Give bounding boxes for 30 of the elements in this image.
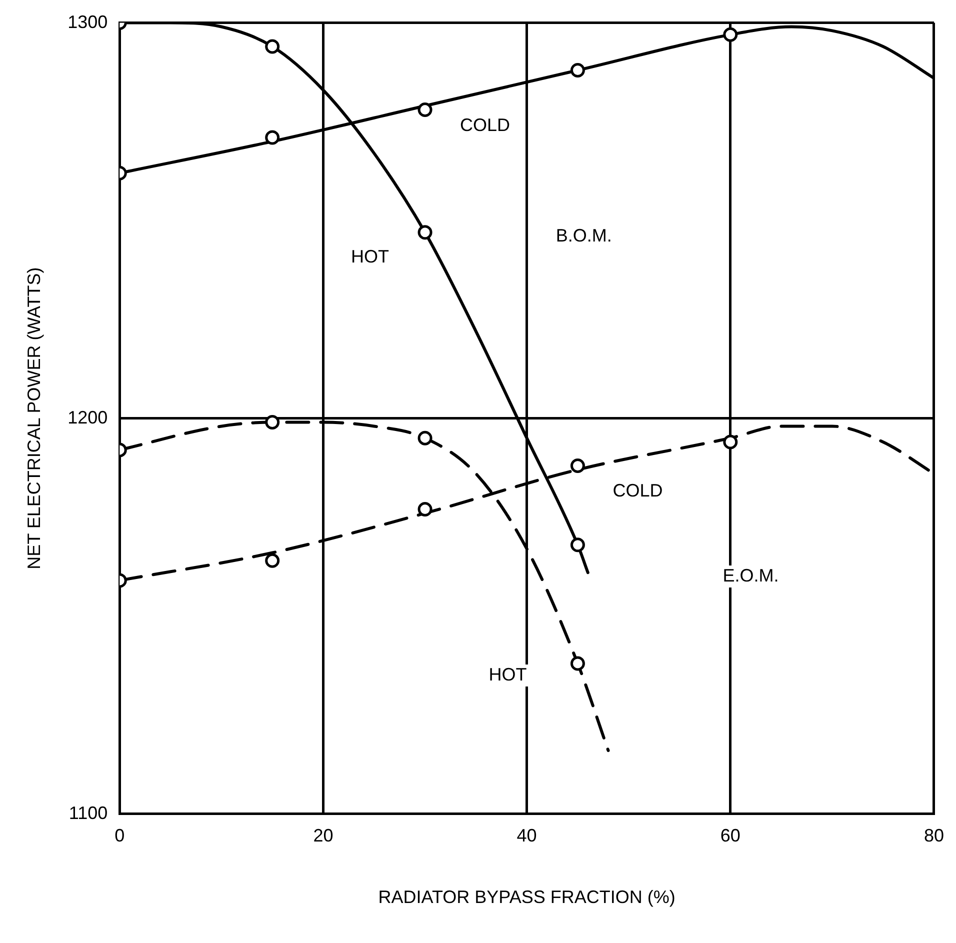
x-axis-title: RADIATOR BYPASS FRACTION (%): [378, 887, 676, 908]
x-tick-label: 20: [313, 826, 334, 846]
x-tick-label: 60: [720, 826, 740, 846]
point: [418, 225, 432, 240]
point: [418, 102, 432, 118]
point: [570, 656, 585, 671]
x-tick-label: 0: [114, 826, 125, 846]
y-tick-label: 1100: [68, 802, 108, 823]
point: [570, 458, 585, 474]
annotation: E.O.M.: [722, 565, 779, 586]
point: [570, 63, 585, 78]
annotation: B.O.M.: [556, 225, 612, 246]
point: [418, 502, 432, 517]
point: [265, 553, 280, 568]
y-tick-label: 1200: [68, 407, 108, 428]
series-label: COLD: [460, 114, 510, 135]
point: [723, 27, 738, 42]
y-tick-label: 1300: [68, 12, 108, 32]
point: [265, 39, 280, 54]
text: HOT: [488, 664, 527, 684]
point: [265, 130, 280, 145]
x-tick-label: 40: [516, 826, 537, 846]
x-tick-label: 80: [924, 826, 944, 846]
point: [570, 538, 585, 552]
point: [265, 415, 280, 430]
y-axis-title: NET ELECTRICAL POWER (WATTS): [24, 267, 44, 570]
series-label: COLD: [612, 480, 663, 501]
point: [723, 434, 738, 450]
point: [418, 430, 432, 446]
text: HOT: [351, 246, 390, 266]
